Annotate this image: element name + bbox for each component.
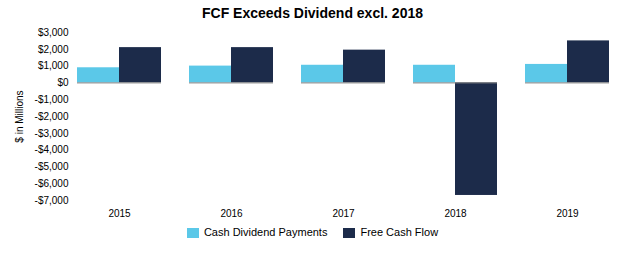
svg-text:$0: $0 (57, 77, 69, 88)
svg-text:2017: 2017 (332, 208, 355, 219)
svg-text:$1,000: $1,000 (38, 60, 69, 71)
svg-text:2018: 2018 (444, 208, 467, 219)
svg-text:-$6,000: -$6,000 (35, 178, 69, 189)
svg-text:-$3,000: -$3,000 (35, 128, 69, 139)
html-text:Cash Dividend Payments: Cash Dividend Payments (203, 226, 328, 238)
svg-text:-$4,000: -$4,000 (35, 144, 69, 155)
svg-text:-$7,000: -$7,000 (35, 195, 69, 206)
svg-text:$2,000: $2,000 (38, 44, 69, 55)
svg-text:2015: 2015 (108, 208, 131, 219)
svg-text:2019: 2019 (556, 208, 579, 219)
svg-text:-$2,000: -$2,000 (35, 111, 69, 122)
html-text:Free Cash Flow: Free Cash Flow (360, 226, 439, 238)
svg-text:-$5,000: -$5,000 (35, 161, 69, 172)
svg-text:2016: 2016 (220, 208, 243, 219)
svg-text:$ in Millions: $ in Millions (14, 90, 25, 142)
svg-text:-$1,000: -$1,000 (35, 94, 69, 105)
svg-text:$3,000: $3,000 (38, 27, 69, 38)
html-text:FCF Exceeds Dividend excl. 201: FCF Exceeds Dividend excl. 2018 (202, 5, 423, 21)
